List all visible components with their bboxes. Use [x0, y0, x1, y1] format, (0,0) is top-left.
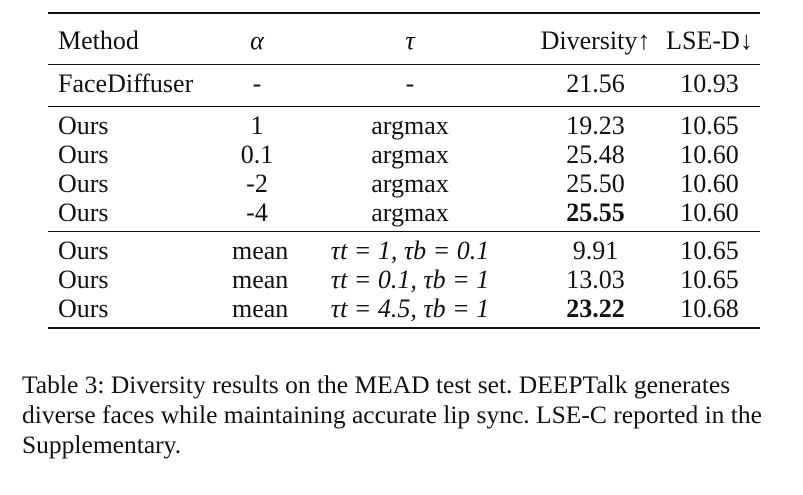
cell-method: Ours	[48, 294, 226, 329]
cell-method: Ours	[48, 106, 226, 140]
cell-method: Ours	[58, 140, 109, 169]
cell-alpha: 1	[226, 106, 288, 140]
table-row: Ours mean τt = 0.1, τb = 1 13.03 10.65	[48, 265, 760, 294]
cell-tau: argmax	[371, 198, 449, 227]
diversity-results-table: Method α τ Diversity↑ LSE-D↓ FaceDiffuse…	[48, 12, 760, 329]
cell-tau: argmax	[288, 106, 532, 140]
cell-diversity: 25.50	[566, 169, 625, 198]
header-alpha: α	[226, 12, 288, 65]
table-caption: Table 3: Diversity results on the MEAD t…	[22, 370, 762, 459]
cell-diversity: 21.56	[566, 69, 625, 98]
table-row: Ours -2 argmax 25.50 10.60	[48, 169, 760, 198]
cell-method: FaceDiffuser	[58, 69, 194, 98]
cell-method: Ours	[58, 198, 109, 227]
table-row: FaceDiffuser - - 21.56 10.93	[48, 65, 760, 107]
results-table-container: Method α τ Diversity↑ LSE-D↓ FaceDiffuse…	[48, 12, 760, 329]
cell-alpha: -4	[246, 198, 268, 227]
cell-tau: τt = 1, τb = 0.1	[288, 231, 532, 265]
table-row: Ours mean τt = 4.5, τb = 1 23.22 10.68	[48, 294, 760, 329]
header-tau: τ	[288, 12, 532, 65]
cell-lse-d: 10.60	[680, 198, 739, 227]
cell-diversity-best: 25.55	[566, 198, 625, 227]
cell-method: Ours	[48, 231, 226, 265]
cell-tau: τt = 0.1, τb = 1	[330, 265, 490, 294]
cell-tau: τt = 4.5, τb = 1	[288, 294, 532, 329]
cell-lse-d: 10.68	[659, 294, 760, 329]
table-row: Ours -4 argmax 25.55 10.60	[48, 198, 760, 232]
cell-lse-d: 10.65	[659, 231, 760, 265]
cell-lse-d: 10.60	[680, 140, 739, 169]
cell-tau: argmax	[371, 140, 449, 169]
header-lse-d: LSE-D↓	[659, 12, 760, 65]
table-header-row: Method α τ Diversity↑ LSE-D↓	[48, 12, 760, 65]
table-row: Ours 1 argmax 19.23 10.65	[48, 106, 760, 140]
cell-lse-d: 10.65	[680, 265, 739, 294]
cell-diversity-best: 23.22	[532, 294, 659, 329]
cell-alpha: -	[252, 69, 262, 98]
cell-alpha: -2	[246, 169, 268, 198]
table-row: Ours 0.1 argmax 25.48 10.60	[48, 140, 760, 169]
cell-alpha: mean	[232, 265, 289, 294]
cell-method: Ours	[58, 265, 109, 294]
cell-method: Ours	[58, 169, 109, 198]
header-diversity: Diversity↑	[532, 12, 659, 65]
cell-lse-d: 10.60	[680, 169, 739, 198]
cell-tau: argmax	[371, 169, 449, 198]
cell-diversity: 9.91	[532, 231, 659, 265]
cell-diversity: 25.48	[566, 140, 625, 169]
cell-lse-d: 10.65	[659, 106, 760, 140]
header-method: Method	[48, 12, 226, 65]
cell-alpha: mean	[226, 231, 288, 265]
cell-alpha: mean	[226, 294, 288, 329]
cell-diversity: 13.03	[566, 265, 625, 294]
cell-lse-d: 10.93	[680, 69, 739, 98]
cell-diversity: 19.23	[532, 106, 659, 140]
cell-alpha: 0.1	[240, 140, 274, 169]
table-row: Ours mean τt = 1, τb = 0.1 9.91 10.65	[48, 231, 760, 265]
cell-tau: -	[405, 69, 415, 98]
